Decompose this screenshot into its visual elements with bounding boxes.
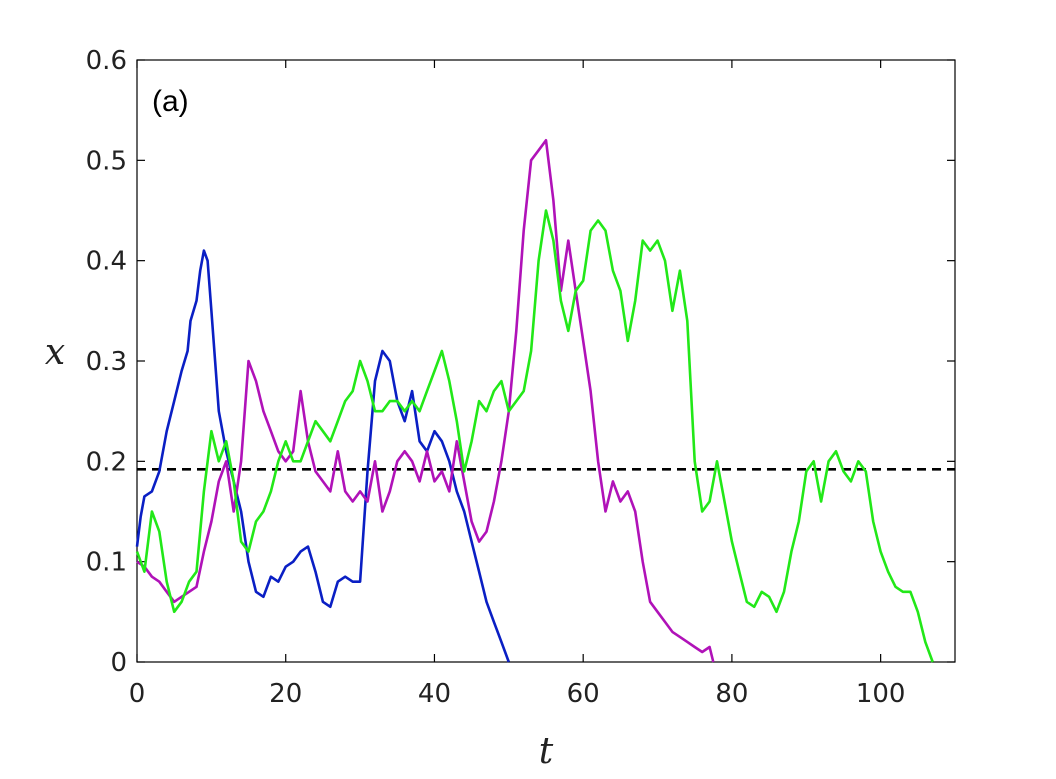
plot-area — [136, 59, 956, 663]
series-line-1 — [135, 249, 511, 663]
series-line-2 — [136, 139, 715, 663]
x-tick-label: 40 — [418, 679, 451, 709]
panel-annotation: (a) — [152, 85, 189, 118]
y-axis-ticks: 0 0.1 0.2 0.3 0.4 0.5 0.6 — [86, 46, 955, 678]
y-tick-label: 0 — [110, 648, 127, 678]
y-tick-label: 0.1 — [86, 548, 127, 578]
x-tick-label: 20 — [269, 679, 302, 709]
y-tick-label: 0.4 — [86, 247, 127, 277]
x-tick-label: 60 — [567, 679, 600, 709]
x-tick-label: 0 — [129, 679, 146, 709]
x-tick-label: 100 — [856, 679, 906, 709]
y-tick-label: 0.5 — [86, 146, 127, 176]
y-axis-label: x — [45, 332, 65, 373]
y-tick-label: 0.6 — [86, 46, 127, 76]
series-group — [135, 139, 934, 663]
x-axis-ticks: 0 20 40 60 80 100 — [129, 60, 906, 709]
x-axis-label: t — [539, 731, 554, 772]
y-tick-label: 0.3 — [86, 347, 127, 377]
x-tick-label: 80 — [715, 679, 748, 709]
series-line-3 — [135, 209, 934, 663]
y-tick-label: 0.2 — [86, 447, 127, 477]
